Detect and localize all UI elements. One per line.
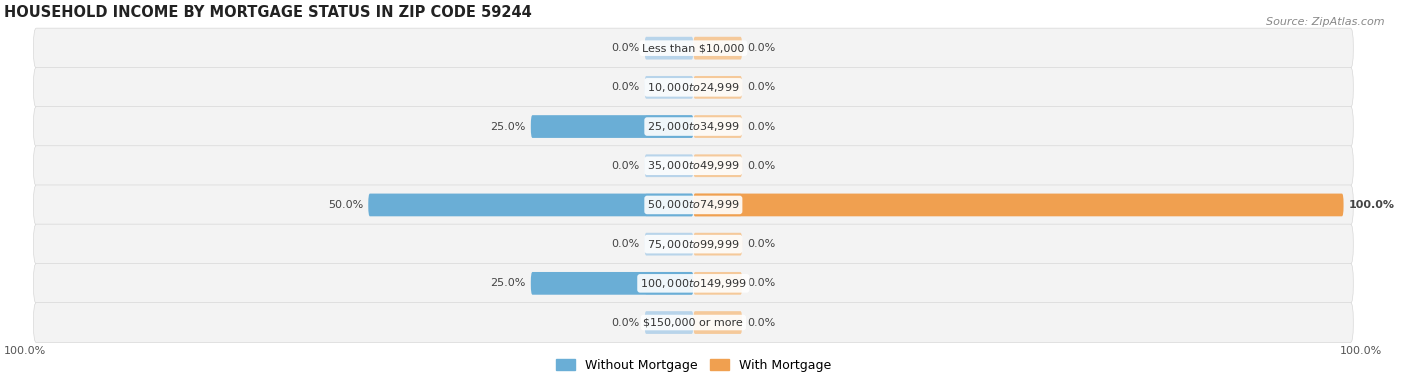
- FancyBboxPatch shape: [34, 224, 1354, 264]
- FancyBboxPatch shape: [644, 37, 693, 60]
- FancyBboxPatch shape: [34, 28, 1354, 68]
- FancyBboxPatch shape: [693, 193, 1344, 216]
- Text: HOUSEHOLD INCOME BY MORTGAGE STATUS IN ZIP CODE 59244: HOUSEHOLD INCOME BY MORTGAGE STATUS IN Z…: [4, 5, 531, 20]
- Text: 0.0%: 0.0%: [748, 82, 776, 92]
- FancyBboxPatch shape: [34, 67, 1354, 107]
- Text: 25.0%: 25.0%: [491, 121, 526, 132]
- FancyBboxPatch shape: [693, 37, 742, 60]
- Text: $25,000 to $34,999: $25,000 to $34,999: [647, 120, 740, 133]
- Text: 0.0%: 0.0%: [748, 317, 776, 328]
- Text: 0.0%: 0.0%: [612, 239, 640, 249]
- FancyBboxPatch shape: [693, 154, 742, 177]
- Text: 0.0%: 0.0%: [612, 161, 640, 171]
- Text: 50.0%: 50.0%: [328, 200, 363, 210]
- FancyBboxPatch shape: [693, 193, 742, 216]
- Text: 25.0%: 25.0%: [491, 278, 526, 288]
- FancyBboxPatch shape: [644, 76, 693, 99]
- FancyBboxPatch shape: [644, 154, 693, 177]
- Legend: Without Mortgage, With Mortgage: Without Mortgage, With Mortgage: [551, 354, 835, 377]
- FancyBboxPatch shape: [531, 272, 693, 295]
- FancyBboxPatch shape: [693, 272, 742, 295]
- FancyBboxPatch shape: [644, 272, 693, 295]
- FancyBboxPatch shape: [34, 107, 1354, 147]
- Text: Source: ZipAtlas.com: Source: ZipAtlas.com: [1267, 17, 1385, 27]
- FancyBboxPatch shape: [644, 233, 693, 256]
- Text: 100.0%: 100.0%: [1340, 346, 1382, 356]
- FancyBboxPatch shape: [644, 311, 693, 334]
- FancyBboxPatch shape: [34, 185, 1354, 225]
- Text: $10,000 to $24,999: $10,000 to $24,999: [647, 81, 740, 94]
- Text: 0.0%: 0.0%: [612, 43, 640, 53]
- FancyBboxPatch shape: [34, 303, 1354, 343]
- Text: 100.0%: 100.0%: [4, 346, 46, 356]
- FancyBboxPatch shape: [693, 311, 742, 334]
- Text: $150,000 or more: $150,000 or more: [644, 317, 744, 328]
- Text: $35,000 to $49,999: $35,000 to $49,999: [647, 159, 740, 172]
- FancyBboxPatch shape: [34, 146, 1354, 186]
- Text: 0.0%: 0.0%: [748, 43, 776, 53]
- FancyBboxPatch shape: [644, 193, 693, 216]
- Text: $75,000 to $99,999: $75,000 to $99,999: [647, 238, 740, 251]
- Text: 0.0%: 0.0%: [748, 239, 776, 249]
- Text: 0.0%: 0.0%: [748, 121, 776, 132]
- Text: $100,000 to $149,999: $100,000 to $149,999: [640, 277, 747, 290]
- FancyBboxPatch shape: [368, 193, 693, 216]
- FancyBboxPatch shape: [693, 115, 742, 138]
- Text: 0.0%: 0.0%: [748, 278, 776, 288]
- Text: Less than $10,000: Less than $10,000: [643, 43, 745, 53]
- FancyBboxPatch shape: [34, 264, 1354, 303]
- Text: 0.0%: 0.0%: [612, 317, 640, 328]
- Text: $50,000 to $74,999: $50,000 to $74,999: [647, 198, 740, 211]
- Text: 0.0%: 0.0%: [612, 82, 640, 92]
- FancyBboxPatch shape: [693, 76, 742, 99]
- Text: 0.0%: 0.0%: [748, 161, 776, 171]
- Text: 100.0%: 100.0%: [1348, 200, 1395, 210]
- FancyBboxPatch shape: [644, 115, 693, 138]
- FancyBboxPatch shape: [531, 115, 693, 138]
- FancyBboxPatch shape: [693, 233, 742, 256]
